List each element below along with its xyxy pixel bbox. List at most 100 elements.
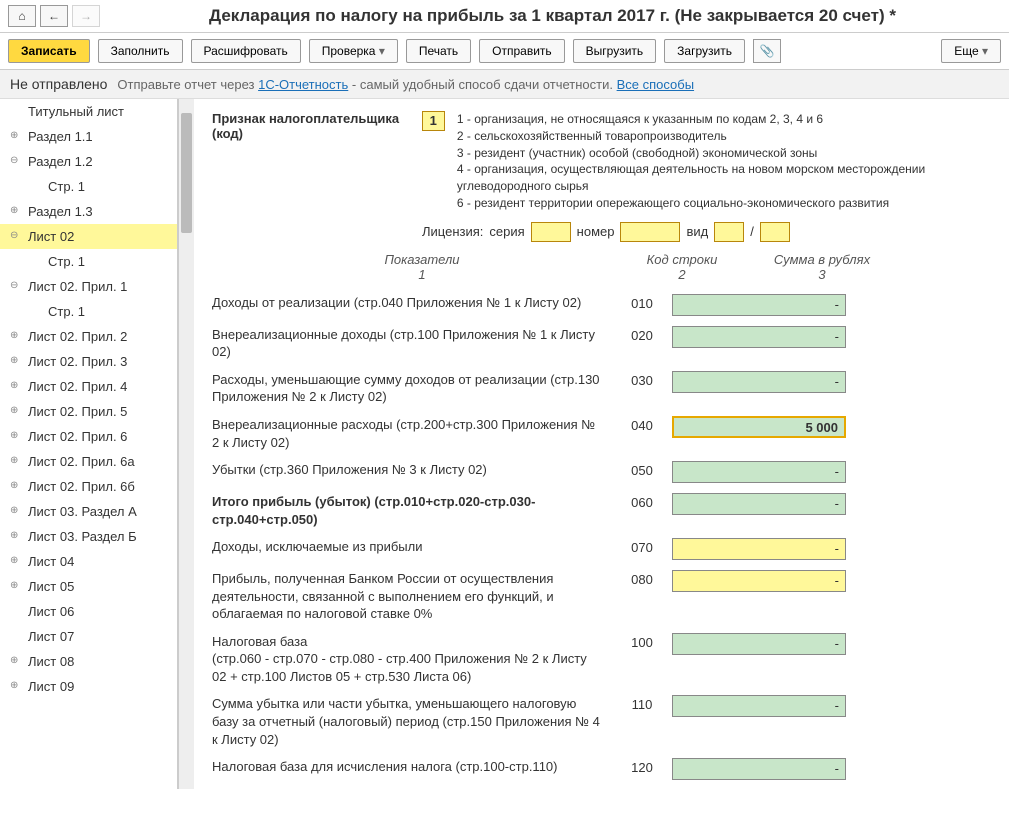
row-code: 120: [612, 758, 672, 775]
value-field[interactable]: 5 000: [672, 416, 846, 438]
tree-item[interactable]: Стр. 1: [0, 299, 177, 324]
row-desc: Налоговая база(стр.060 - стр.070 - стр.0…: [212, 633, 612, 686]
value-field[interactable]: -: [672, 493, 846, 515]
taxpayer-code[interactable]: 1: [422, 111, 445, 131]
tree-item-label: Раздел 1.3: [28, 204, 93, 219]
tree-item[interactable]: Лист 06: [0, 599, 177, 624]
tree-item[interactable]: ⊕Лист 02. Прил. 6: [0, 424, 177, 449]
value-field[interactable]: -: [672, 695, 846, 717]
tree-toggle-icon[interactable]: ⊕: [10, 580, 20, 590]
form-row: Прибыль, полученная Банком России от осу…: [212, 570, 991, 623]
value-field[interactable]: -: [672, 371, 846, 393]
toolbar: Записать Заполнить Расшифровать Проверка…: [0, 33, 1009, 70]
attach-icon[interactable]: 📎: [753, 39, 781, 63]
tree-toggle-icon[interactable]: ⊕: [10, 655, 20, 665]
tree-item[interactable]: ⊕ Лист 09: [0, 674, 177, 699]
import-button[interactable]: Загрузить: [664, 39, 745, 63]
tree-item[interactable]: ⊕Лист 08: [0, 649, 177, 674]
tree-item-label: Лист 02. Прил. 2: [28, 329, 127, 344]
value-field[interactable]: -: [672, 758, 846, 780]
license-number[interactable]: [620, 222, 680, 242]
tree-toggle-icon[interactable]: ⊖: [10, 230, 20, 240]
tree-toggle-icon[interactable]: ⊕: [10, 405, 20, 415]
row-code: 080: [612, 570, 672, 587]
tree-toggle-icon[interactable]: ⊕: [10, 380, 20, 390]
link-all-ways[interactable]: Все способы: [617, 77, 694, 92]
tree-item-label: Лист 05: [28, 579, 74, 594]
value-field[interactable]: -: [672, 326, 846, 348]
tree-toggle-icon[interactable]: ⊕: [10, 430, 20, 440]
tree-item[interactable]: ⊕Лист 04: [0, 549, 177, 574]
nav-tree: Титульный лист⊕Раздел 1.1⊖Раздел 1.2Стр.…: [0, 99, 178, 789]
tree-toggle-icon[interactable]: ⊕: [10, 530, 20, 540]
license-type1[interactable]: [714, 222, 744, 242]
tree-item[interactable]: Лист 07: [0, 624, 177, 649]
home-icon[interactable]: ⌂: [8, 5, 36, 27]
tree-item[interactable]: ⊕ Лист 05: [0, 574, 177, 599]
tree-item-label: Лист 02. Прил. 6б: [28, 479, 135, 494]
tree-item[interactable]: ⊕ Лист 02. Прил. 4: [0, 374, 177, 399]
link-1c[interactable]: 1С-Отчетность: [258, 77, 348, 92]
back-icon[interactable]: ←: [40, 5, 68, 27]
tree-item[interactable]: Титульный лист: [0, 99, 177, 124]
value-field[interactable]: -: [672, 294, 846, 316]
tree-toggle-icon[interactable]: ⊕: [10, 480, 20, 490]
fill-button[interactable]: Заполнить: [98, 39, 183, 63]
tree-item-label: Раздел 1.1: [28, 129, 93, 144]
tree-item[interactable]: ⊕ Лист 02. Прил. 2: [0, 324, 177, 349]
save-button[interactable]: Записать: [8, 39, 90, 63]
tree-toggle-icon[interactable]: ⊕: [10, 555, 20, 565]
tree-item[interactable]: ⊕Лист 03. Раздел Б: [0, 524, 177, 549]
tree-item[interactable]: ⊖ Лист 02: [0, 224, 177, 249]
more-button[interactable]: Еще: [941, 39, 1001, 63]
row-desc: Внереализационные расходы (стр.200+стр.3…: [212, 416, 612, 451]
tree-toggle-icon[interactable]: ⊖: [10, 280, 20, 290]
tree-item[interactable]: ⊖Раздел 1.2: [0, 149, 177, 174]
tree-item[interactable]: ⊕ Раздел 1.1: [0, 124, 177, 149]
license-type2[interactable]: [760, 222, 790, 242]
tree-toggle-icon[interactable]: ⊕: [10, 355, 20, 365]
value-field[interactable]: -: [672, 570, 846, 592]
row-desc: Расходы, уменьшающие сумму доходов от ре…: [212, 371, 612, 406]
value-field[interactable]: -: [672, 461, 846, 483]
forward-icon[interactable]: →: [72, 5, 100, 27]
row-desc: Сумма убытка или части убытка, уменьшающ…: [212, 695, 612, 748]
form-row: Доходы от реализации (стр.040 Приложения…: [212, 294, 991, 316]
tree-item[interactable]: ⊖Лист 02. Прил. 1: [0, 274, 177, 299]
tree-item[interactable]: ⊕Лист 02. Прил. 5: [0, 399, 177, 424]
tree-toggle-icon[interactable]: ⊕: [10, 680, 20, 690]
tree-item[interactable]: Стр. 1: [0, 249, 177, 274]
tree-item[interactable]: ⊕Лист 03. Раздел А: [0, 499, 177, 524]
row-code: 040: [612, 416, 672, 433]
tree-item-label: Стр. 1: [48, 304, 85, 319]
tree-item-label: Лист 09: [28, 679, 74, 694]
taxpayer-label: Признак налогоплательщика (код): [212, 111, 416, 141]
decode-button[interactable]: Расшифровать: [191, 39, 301, 63]
row-desc: Итого прибыль (убыток) (стр.010+стр.020-…: [212, 493, 612, 528]
export-button[interactable]: Выгрузить: [573, 39, 657, 63]
tree-toggle-icon[interactable]: ⊕: [10, 455, 20, 465]
tree-item[interactable]: ⊕ Раздел 1.3: [0, 199, 177, 224]
send-button[interactable]: Отправить: [479, 39, 565, 63]
tree-item-label: Лист 02. Прил. 3: [28, 354, 127, 369]
tree-item-label: Лист 02. Прил. 4: [28, 379, 127, 394]
tree-item[interactable]: ⊕ Лист 02. Прил. 6б: [0, 474, 177, 499]
tree-toggle-icon[interactable]: ⊕: [10, 330, 20, 340]
sidebar-scrollbar[interactable]: [178, 99, 194, 789]
tree-toggle-icon[interactable]: ⊖: [10, 155, 20, 165]
tree-item[interactable]: Стр. 1: [0, 174, 177, 199]
print-button[interactable]: Печать: [406, 39, 471, 63]
tree-item[interactable]: ⊕Лист 02. Прил. 6а: [0, 449, 177, 474]
tree-item-label: Лист 02: [28, 229, 74, 244]
check-button[interactable]: Проверка: [309, 39, 398, 63]
form-row: Доходы, исключаемые из прибыли070-: [212, 538, 991, 560]
value-field[interactable]: -: [672, 633, 846, 655]
value-field[interactable]: -: [672, 538, 846, 560]
tree-item-label: Лист 06: [28, 604, 74, 619]
license-series[interactable]: [531, 222, 571, 242]
tree-item[interactable]: ⊕ Лист 02. Прил. 3: [0, 349, 177, 374]
tree-toggle-icon[interactable]: ⊕: [10, 505, 20, 515]
window-title: Декларация по налогу на прибыль за 1 ква…: [104, 2, 1001, 30]
tree-toggle-icon[interactable]: ⊕: [10, 205, 20, 215]
tree-toggle-icon[interactable]: ⊕: [10, 130, 20, 140]
